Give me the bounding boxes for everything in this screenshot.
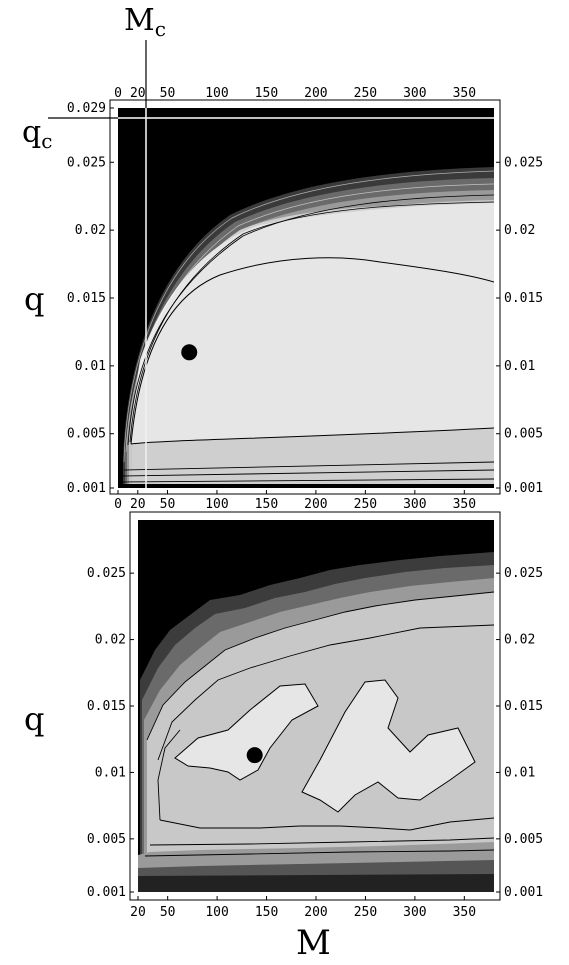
bottom-island-1 xyxy=(174,683,319,781)
y-tick-label-left: 0.001 xyxy=(67,481,106,496)
y-tick-label-right: 0.001 xyxy=(504,885,543,900)
x-tick-label-top: 200 xyxy=(304,86,327,101)
y-tick-label-left: 0.015 xyxy=(87,699,126,714)
bottom-x-ticks: 20 50 100 150 200 250 300 350 xyxy=(130,896,476,920)
top-y-ticks-right: 0.025 0.02 0.015 0.01 0.005 0.001 xyxy=(496,155,543,496)
top-contour-a xyxy=(123,170,494,463)
x-tick-label-top: 0 xyxy=(114,86,122,101)
x-tick-label-top: 150 xyxy=(255,86,278,101)
x-tick-label: 250 xyxy=(354,497,377,512)
top-contour-e xyxy=(130,257,494,445)
y-tick-label-right: 0.02 xyxy=(504,633,535,648)
x-tick-label: 250 xyxy=(354,905,377,920)
x-tick-label: 100 xyxy=(205,497,228,512)
top-x-ticks-bottom: 0 20 50 100 150 200 250 300 350 xyxy=(114,490,476,512)
bottom-ylabel: q xyxy=(24,700,44,738)
bottom-heatmap xyxy=(138,520,494,892)
x-tick-label: 200 xyxy=(304,905,327,920)
x-tick-label-top: 50 xyxy=(160,86,176,101)
top-contour-c xyxy=(127,194,494,446)
y-tick-label-right: 0.015 xyxy=(504,291,543,306)
x-tick-label: 150 xyxy=(255,497,278,512)
x-tick-label-top: 20 xyxy=(130,86,146,101)
x-tick-label: 350 xyxy=(453,497,476,512)
y-tick-label-right: 0.01 xyxy=(504,359,535,374)
x-tick-label: 50 xyxy=(160,905,176,920)
y-tick-label-right: 0.005 xyxy=(504,427,543,442)
bottom-contour-d xyxy=(159,817,494,831)
y-tick-label-right: 0.01 xyxy=(504,765,535,780)
top-y-ticks-left: 0.029 0.025 0.02 0.015 0.01 0.005 0.001 xyxy=(67,101,114,496)
y-tick-label-left: 0.01 xyxy=(95,765,126,780)
x-tick-label: 300 xyxy=(403,905,426,920)
y-tick-label-right: 0.015 xyxy=(504,699,543,714)
top-marker xyxy=(181,344,198,361)
top-ylabel: q xyxy=(24,280,44,318)
y-tick-label-right: 0.025 xyxy=(504,566,543,581)
top-heatmap xyxy=(118,108,494,488)
y-tick-label-right: 0.001 xyxy=(504,481,543,496)
x-tick-label: 300 xyxy=(403,497,426,512)
y-tick-label-right: 0.025 xyxy=(504,155,543,170)
y-tick-label-left: 0.005 xyxy=(67,427,106,442)
bottom-marker xyxy=(246,747,263,764)
y-tick-label-left: 0.02 xyxy=(75,223,106,238)
bottom-contour-b xyxy=(157,624,494,761)
bottom-mid-region xyxy=(147,592,494,892)
y-tick-label-left: 0.029 xyxy=(67,101,106,116)
x-tick-label: 20 xyxy=(130,905,146,920)
top-contour-g xyxy=(123,461,494,471)
x-tick-label-top: 250 xyxy=(354,86,377,101)
x-tick-label-top: 350 xyxy=(453,86,476,101)
y-tick-label-left: 0.001 xyxy=(87,885,126,900)
x-tick-label: 350 xyxy=(453,905,476,920)
x-tick-label: 50 xyxy=(160,497,176,512)
bottom-contour-e xyxy=(149,837,494,846)
qc-label: qc xyxy=(22,115,52,153)
bottom-lower-band-3 xyxy=(138,874,494,892)
y-tick-label-left: 0.025 xyxy=(67,155,106,170)
bottom-xlabel: M xyxy=(296,923,331,963)
x-tick-label: 200 xyxy=(304,497,327,512)
bottom-contour-a xyxy=(146,591,494,741)
bottom-y-ticks-left: 0.025 0.02 0.015 0.01 0.005 0.001 xyxy=(87,566,134,900)
top-contour-f xyxy=(130,427,494,445)
top-x-ticks-top: 0 20 50 100 150 200 250 300 350 xyxy=(114,86,476,101)
bottom-panel: q M 20 50 100 150 200 250 300 350 0.025 0.02 0.01… xyxy=(24,511,543,963)
bottom-y-ticks-right: 0.025 0.02 0.015 0.01 0.005 0.001 xyxy=(496,566,543,900)
x-tick-label: 150 xyxy=(255,905,278,920)
x-tick-label-top: 300 xyxy=(403,86,426,101)
top-panel: Mc qc q 0 20 50 100 150 200 250 300 350 0 20 50 100… xyxy=(22,3,543,512)
x-tick-label: 20 xyxy=(130,497,146,512)
bottom-contour-c xyxy=(157,729,181,821)
top-contour-b xyxy=(125,183,494,453)
y-tick-label-left: 0.005 xyxy=(87,832,126,847)
y-tick-label-right: 0.005 xyxy=(504,832,543,847)
mc-label: Mc xyxy=(124,3,166,41)
bottom-island-2 xyxy=(301,679,476,813)
bottom-contour-f xyxy=(144,849,494,857)
y-tick-label-left: 0.015 xyxy=(67,291,106,306)
y-tick-label-left: 0.01 xyxy=(75,359,106,374)
top-bottom-edge xyxy=(118,484,494,488)
y-tick-label-right: 0.02 xyxy=(504,223,535,238)
x-tick-label-top: 100 xyxy=(205,86,228,101)
top-high-region xyxy=(131,203,494,444)
y-tick-label-left: 0.025 xyxy=(87,566,126,581)
x-tick-label: 100 xyxy=(205,905,228,920)
y-tick-label-left: 0.02 xyxy=(95,633,126,648)
x-tick-label: 0 xyxy=(114,497,122,512)
top-contour-d xyxy=(129,201,494,443)
